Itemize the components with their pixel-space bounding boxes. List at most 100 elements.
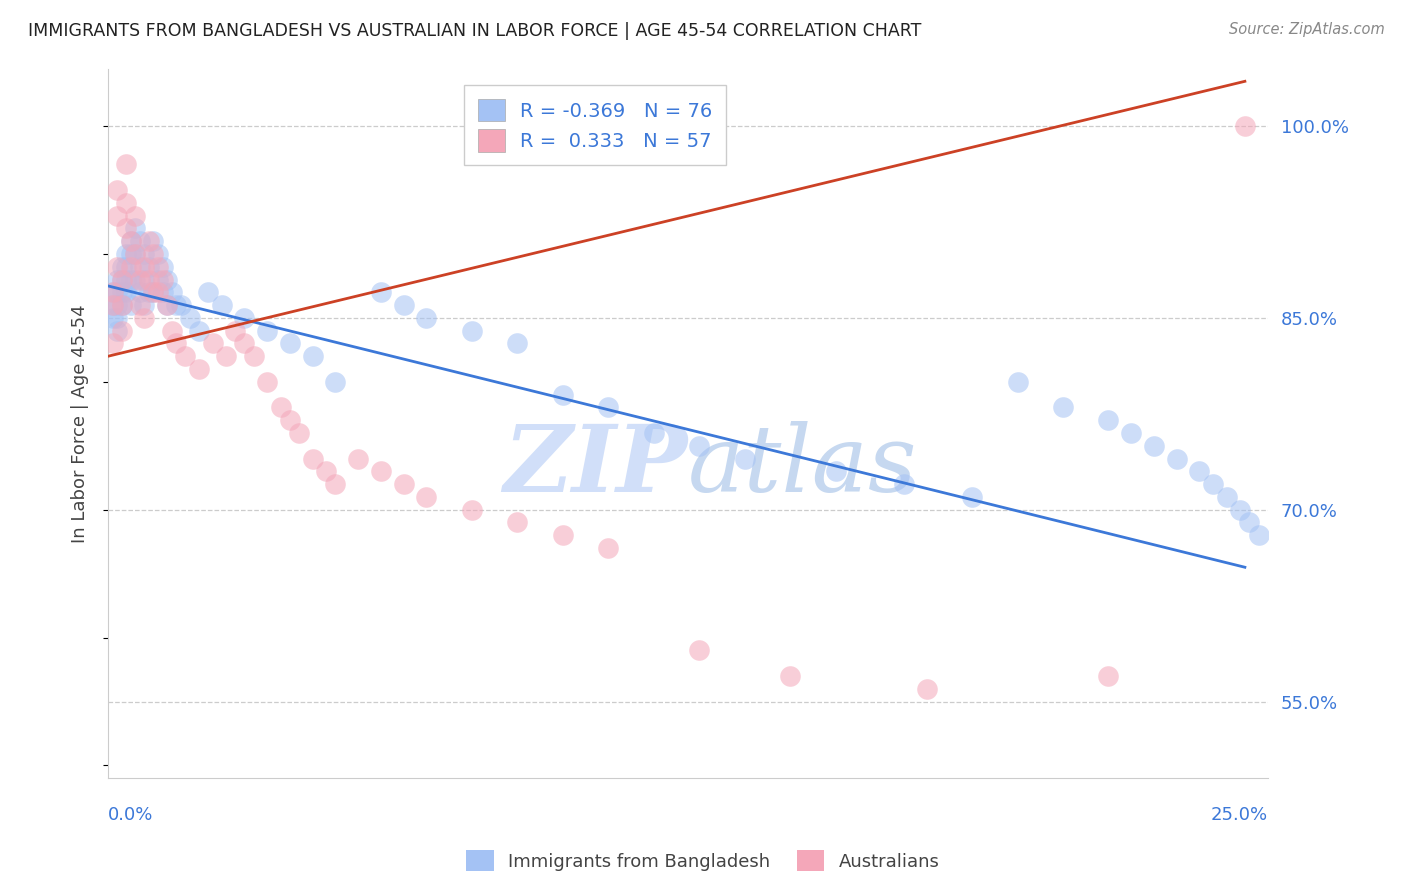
Text: ZIP: ZIP (503, 421, 688, 511)
Legend: Immigrants from Bangladesh, Australians: Immigrants from Bangladesh, Australians (460, 843, 946, 879)
Point (152, 272, 174, 286)
Point (347, 451, 370, 466)
Point (142, 285, 165, 300)
Point (120, 234, 142, 248)
Point (105, 260, 128, 274)
Point (105, 183, 128, 197)
Text: atlas: atlas (688, 421, 917, 511)
Point (156, 298, 179, 312)
Point (415, 490, 437, 504)
Point (893, 477, 915, 491)
Point (160, 324, 183, 338)
Point (134, 298, 156, 312)
Point (506, 516, 529, 530)
Point (598, 541, 620, 555)
Point (242, 349, 264, 363)
Point (315, 464, 337, 478)
Point (688, 439, 710, 453)
Point (1215, 490, 1237, 504)
Text: 0.0%: 0.0% (108, 806, 153, 824)
Point (598, 401, 620, 415)
Legend: R = -0.369   N = 76, R =  0.333   N = 57: R = -0.369 N = 76, R = 0.333 N = 57 (464, 86, 725, 165)
Point (101, 298, 124, 312)
Point (643, 425, 665, 440)
Point (120, 298, 142, 312)
Point (111, 272, 134, 286)
Point (138, 260, 160, 274)
Point (101, 285, 124, 300)
Point (1121, 425, 1143, 440)
Point (215, 349, 238, 363)
Point (111, 285, 134, 300)
Point (915, 681, 938, 696)
Point (124, 221, 146, 235)
Text: IMMIGRANTS FROM BANGLADESH VS AUSTRALIAN IN LABOR FORCE | AGE 45-54 CORRELATION : IMMIGRANTS FROM BANGLADESH VS AUSTRALIAN… (28, 22, 921, 40)
Point (1052, 401, 1074, 415)
Point (325, 375, 347, 389)
Point (115, 272, 138, 286)
Point (152, 285, 174, 300)
Point (146, 285, 169, 300)
Point (1166, 451, 1188, 466)
Point (111, 272, 134, 286)
Point (101, 336, 124, 351)
Point (124, 247, 146, 261)
Point (288, 425, 311, 440)
Point (1247, 528, 1270, 542)
Point (174, 349, 197, 363)
Point (960, 490, 983, 504)
Point (392, 477, 415, 491)
Point (370, 464, 392, 478)
Point (506, 336, 529, 351)
Point (138, 285, 160, 300)
Point (1202, 477, 1225, 491)
Point (197, 285, 219, 300)
Point (146, 272, 169, 286)
Point (128, 285, 150, 300)
Point (211, 298, 233, 312)
Point (551, 528, 574, 542)
Point (101, 298, 124, 312)
Point (134, 260, 156, 274)
Point (138, 234, 160, 248)
Text: Source: ZipAtlas.com: Source: ZipAtlas.com (1229, 22, 1385, 37)
Point (1188, 464, 1211, 478)
Point (105, 310, 128, 325)
Point (256, 324, 278, 338)
Point (734, 451, 756, 466)
Point (224, 324, 246, 338)
Point (165, 298, 187, 312)
Point (146, 247, 169, 261)
Point (128, 298, 150, 312)
Point (138, 272, 160, 286)
Point (115, 195, 138, 210)
Point (301, 451, 323, 466)
Point (1233, 119, 1256, 133)
Point (1097, 669, 1119, 683)
Point (461, 502, 484, 516)
Point (134, 310, 156, 325)
Point (128, 260, 150, 274)
Point (111, 324, 134, 338)
Point (115, 285, 138, 300)
Point (115, 157, 138, 171)
Point (170, 298, 193, 312)
Point (187, 362, 209, 376)
Point (1143, 439, 1166, 453)
Point (824, 464, 846, 478)
Point (187, 324, 209, 338)
Point (115, 221, 138, 235)
Point (128, 272, 150, 286)
Point (152, 260, 174, 274)
Point (325, 477, 347, 491)
Point (301, 349, 323, 363)
Point (134, 272, 156, 286)
Point (370, 285, 392, 300)
Point (105, 298, 128, 312)
Point (115, 260, 138, 274)
Point (124, 272, 146, 286)
Point (270, 401, 292, 415)
Point (1239, 516, 1261, 530)
Point (233, 336, 256, 351)
Point (128, 234, 150, 248)
